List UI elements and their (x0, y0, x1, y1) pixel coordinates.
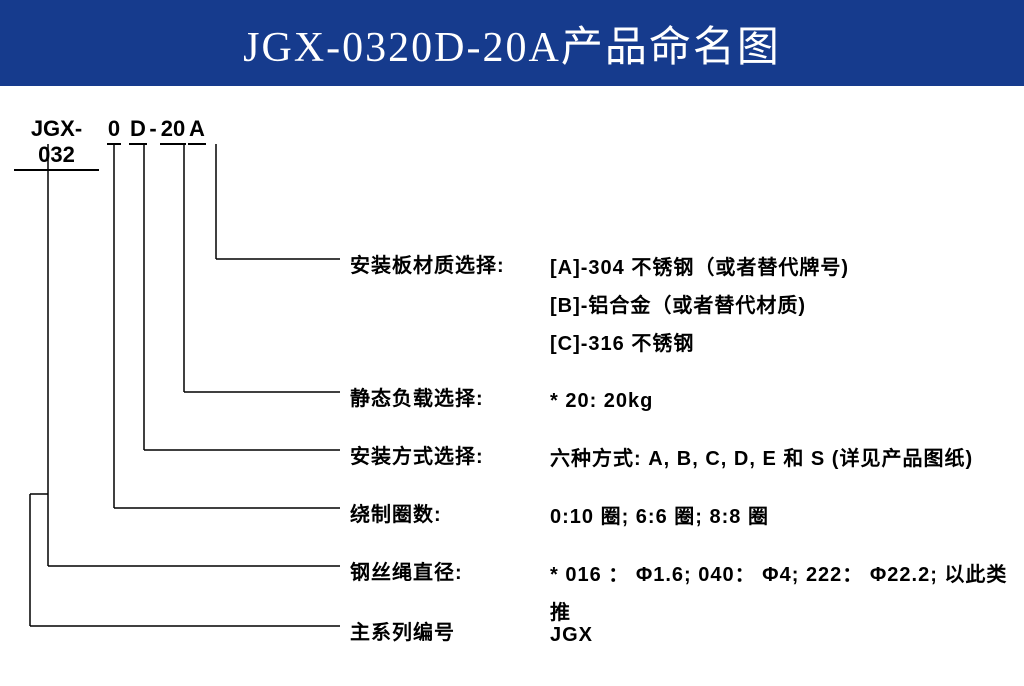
spec-label: 安装方式选择: (350, 440, 550, 478)
spec-label: 安装板材质选择: (350, 249, 550, 363)
spec-value: JGX (550, 616, 1010, 654)
header-title: JGX-0320D-20A产品命名图 (243, 13, 781, 74)
spec-row-0: 安装板材质选择:[A]-304 不锈钢（或者替代牌号) [B]-铝合金（或者替代… (350, 249, 1010, 363)
header-banner: JGX-0320D-20A产品命名图 (0, 0, 1024, 86)
code-segment-0: JGX-032 (14, 116, 99, 171)
code-segment-4: 20 (159, 116, 187, 171)
code-segment-5: A (187, 116, 207, 171)
spec-row-2: 安装方式选择:六种方式: A, B, C, D, E 和 S (详见产品图纸) (350, 440, 1010, 478)
code-segment-1: 0 (99, 116, 129, 171)
spec-row-5: 主系列编号JGX (350, 616, 1010, 654)
product-code: JGX-0320D-20A (14, 116, 207, 171)
naming-diagram: JGX-0320D-20A 安装板材质选择:[A]-304 不锈钢（或者替代牌号… (0, 86, 1024, 686)
spec-value: 0:10 圈; 6:6 圈; 8:8 圈 (550, 498, 1010, 536)
spec-label: 主系列编号 (350, 616, 550, 654)
spec-value: * 20: 20kg (550, 382, 1010, 420)
code-segment-2: D (129, 116, 147, 171)
spec-row-1: 静态负载选择:* 20: 20kg (350, 382, 1010, 420)
spec-label: 绕制圈数: (350, 498, 550, 536)
code-segment-3: - (147, 116, 159, 171)
spec-row-3: 绕制圈数:0:10 圈; 6:6 圈; 8:8 圈 (350, 498, 1010, 536)
spec-value: [A]-304 不锈钢（或者替代牌号) [B]-铝合金（或者替代材质) [C]-… (550, 249, 1010, 363)
spec-label: 静态负载选择: (350, 382, 550, 420)
spec-value: 六种方式: A, B, C, D, E 和 S (详见产品图纸) (550, 440, 1010, 478)
